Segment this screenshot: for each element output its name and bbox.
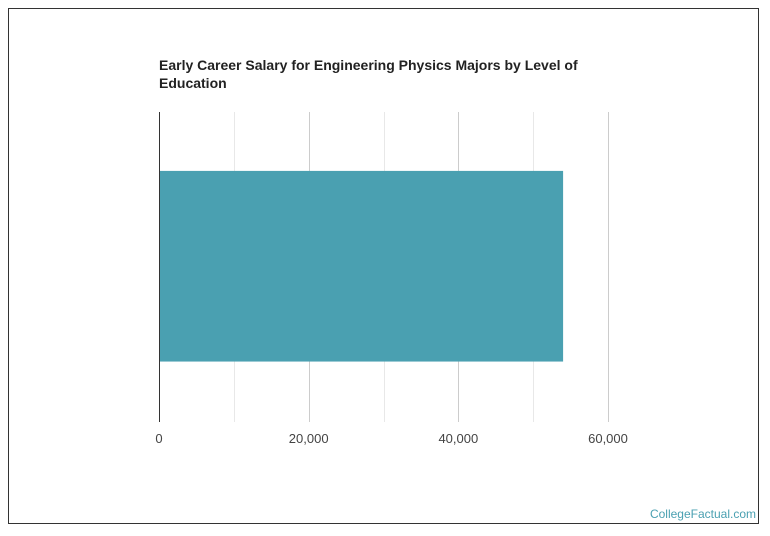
x-tick-label: 40,000 xyxy=(438,431,478,446)
x-tick-label: 20,000 xyxy=(289,431,329,446)
x-tick-label: 0 xyxy=(155,431,162,446)
x-tick-label: 60,000 xyxy=(588,431,628,446)
bar xyxy=(159,170,564,362)
x-tick-labels: 0 20,000 40,000 60,000 xyxy=(155,431,628,446)
chart-title: Early Career Salary for Engineering Phys… xyxy=(159,57,578,91)
bars xyxy=(159,170,564,362)
credit-link[interactable]: CollegeFactual.com xyxy=(649,507,756,521)
